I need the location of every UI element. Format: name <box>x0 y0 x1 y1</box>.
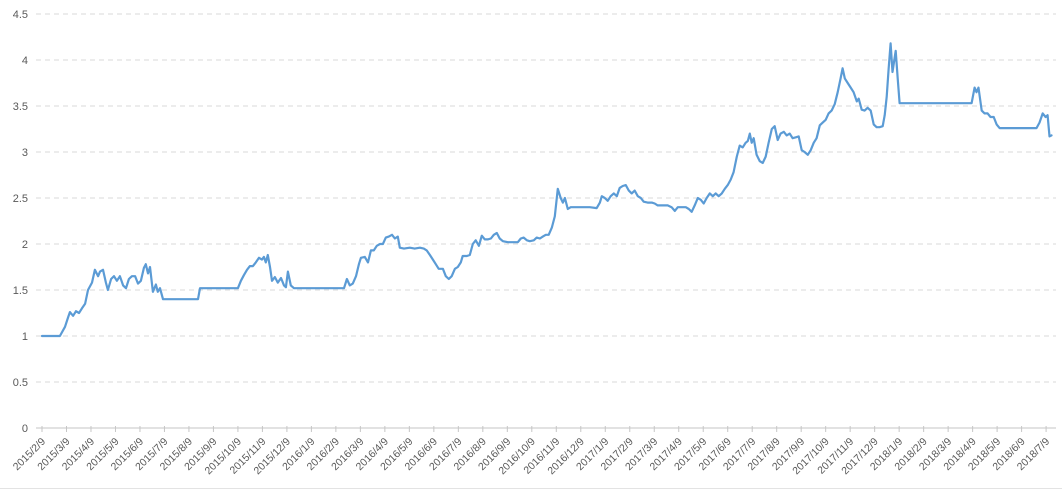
y-axis-label: 3 <box>22 147 28 159</box>
y-axis-label: 0 <box>22 423 28 435</box>
y-axis-label: 4.5 <box>13 9 28 21</box>
price-line-series <box>40 42 1053 338</box>
y-axis-label: 2 <box>22 239 28 251</box>
y-axis-label: 2.5 <box>13 193 28 205</box>
y-axis-label: 3.5 <box>13 101 28 113</box>
y-axis-label: 0.5 <box>13 377 28 389</box>
y-axis-label: 4 <box>22 55 28 67</box>
y-axis-label: 1.5 <box>13 285 28 297</box>
y-axis-label: 1 <box>22 331 28 343</box>
